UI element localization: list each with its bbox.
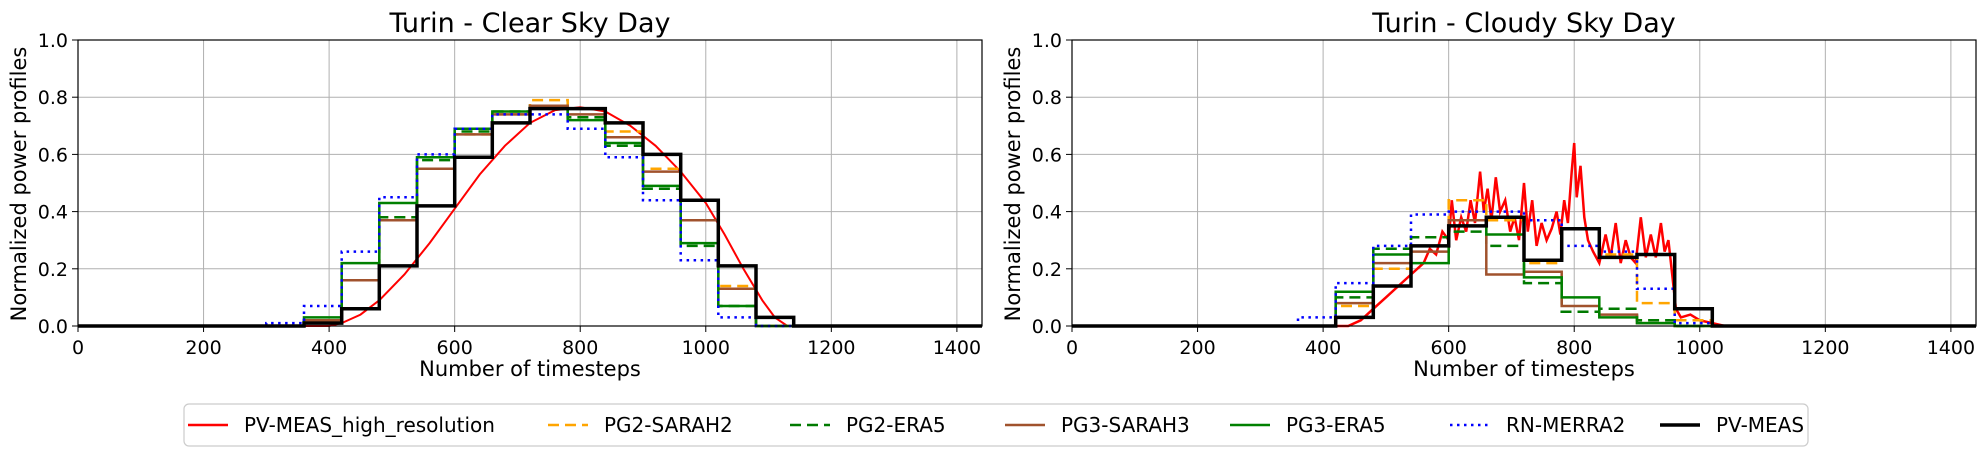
y-tick-label: 0.2 (38, 259, 68, 281)
chart-panel-clear-sky: Turin - Clear Sky Day Number of timestep… (7, 8, 983, 381)
legend-label: PG2-SARAH2 (604, 413, 733, 437)
y-tick-label: 0.4 (1032, 202, 1062, 224)
series-line-pv-meas-high-resolution (78, 106, 982, 327)
y-axis-label: Normalized power profiles (1001, 47, 1025, 322)
x-tick-label: 600 (1431, 337, 1467, 359)
x-tick-label: 1000 (1676, 337, 1724, 359)
legend-label: PG3-ERA5 (1286, 413, 1386, 437)
x-tick-label: 200 (185, 337, 221, 359)
series-line-pv-meas (78, 106, 982, 328)
legend-frame (183, 403, 1809, 447)
y-tick-label: 0.8 (38, 87, 68, 109)
plot-frame (1071, 39, 1977, 327)
grid (77, 39, 982, 327)
y-tick-label: 1.0 (1032, 30, 1062, 52)
x-tick-label: 600 (437, 337, 473, 359)
y-tick-label: 0.6 (1032, 144, 1062, 166)
chart-title: Turin - Clear Sky Day (388, 8, 670, 39)
legend-item: RN-MERRA2 (1450, 413, 1625, 437)
tick-labels: 0 200 400 600 800 1000 1200 1400 0.0 0.2 0.4 0.6 0.8… (38, 30, 981, 359)
x-tick-label: 0 (1066, 337, 1078, 359)
series-line-pg2-era5 (78, 104, 982, 328)
legend-label: PV-MEAS_high_resolution (244, 413, 495, 437)
x-tick-label: 1000 (682, 337, 730, 359)
x-axis-label: Number of timesteps (419, 357, 641, 381)
series-line-pv-meas (1072, 215, 1976, 328)
legend-item: PG2-SARAH2 (548, 413, 733, 437)
x-tick-label: 800 (562, 337, 598, 359)
legend-label: PG2-ERA5 (846, 413, 946, 437)
x-tick-label: 400 (1305, 337, 1341, 359)
x-axis-label: Number of timesteps (1413, 357, 1635, 381)
y-tick-label: 1.0 (38, 30, 68, 52)
y-tick-label: 0.6 (38, 144, 68, 166)
x-tick-label: 1200 (807, 337, 855, 359)
series-layer (1072, 142, 1976, 328)
x-tick-label: 1200 (1801, 337, 1849, 359)
chart-panel-cloudy-sky: Turin - Cloudy Sky Day Number of timeste… (1001, 8, 1977, 381)
series-line-rn-merra2 (78, 113, 982, 328)
legend-item: PG2-ERA5 (790, 413, 946, 437)
legend-label: PG3-SARAH3 (1061, 413, 1190, 437)
y-tick-label: 0.0 (1032, 316, 1062, 338)
y-tick-label: 0.8 (1032, 87, 1062, 109)
x-tick-label: 800 (1556, 337, 1592, 359)
tick-labels: 0 200 400 600 800 1000 1200 1400 0.0 0.2 0.4 0.6 0.8… (1032, 30, 1975, 359)
x-tick-label: 400 (311, 337, 347, 359)
x-tick-label: 1400 (933, 337, 981, 359)
chart-title: Turin - Cloudy Sky Day (1371, 8, 1676, 39)
x-tick-label: 200 (1179, 337, 1215, 359)
y-tick-label: 0.2 (1032, 259, 1062, 281)
series-line-pg2-sarah2 (78, 98, 982, 328)
y-tick-label: 0.4 (38, 202, 68, 224)
plot-frame (77, 39, 983, 327)
legend-item: PG3-ERA5 (1230, 413, 1386, 437)
legend: PV-MEAS_high_resolution PG2-SARAH2 PG2-ERA… (183, 403, 1809, 447)
x-tick-label: 0 (72, 337, 84, 359)
y-tick-label: 0.0 (38, 316, 68, 338)
series-layer (78, 98, 982, 328)
legend-item: PV-MEAS (1660, 413, 1804, 437)
legend-label: RN-MERRA2 (1506, 413, 1625, 437)
y-axis-label: Normalized power profiles (7, 47, 31, 322)
legend-label: PV-MEAS (1716, 413, 1804, 437)
series-line-pg3-era5 (78, 107, 982, 328)
legend-item: PG3-SARAH3 (1005, 413, 1190, 437)
legend-item: PV-MEAS_high_resolution (188, 413, 495, 437)
series-line-pg3-sarah3 (78, 104, 982, 328)
x-tick-label: 1400 (1927, 337, 1975, 359)
